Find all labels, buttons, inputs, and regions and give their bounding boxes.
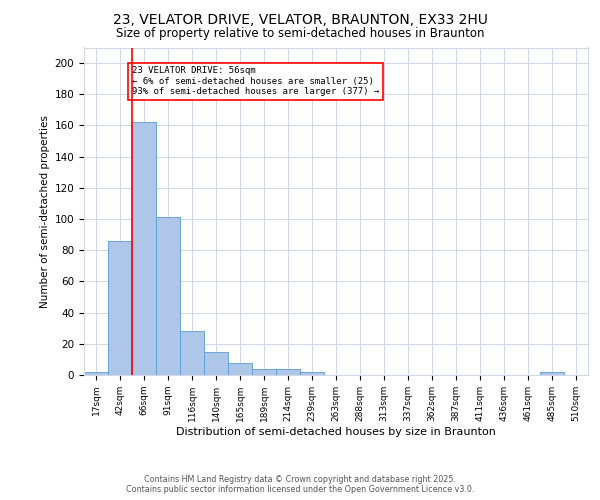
Bar — [252, 369, 276, 375]
Bar — [180, 332, 204, 375]
Text: 23, VELATOR DRIVE, VELATOR, BRAUNTON, EX33 2HU: 23, VELATOR DRIVE, VELATOR, BRAUNTON, EX… — [113, 12, 487, 26]
Bar — [204, 352, 228, 375]
Bar — [540, 372, 564, 375]
Bar — [156, 218, 180, 375]
Bar — [132, 122, 156, 375]
Bar — [108, 241, 132, 375]
Y-axis label: Number of semi-detached properties: Number of semi-detached properties — [40, 115, 50, 308]
Bar — [84, 372, 108, 375]
Bar — [300, 372, 324, 375]
Bar — [276, 369, 300, 375]
Text: Contains HM Land Registry data © Crown copyright and database right 2025.
Contai: Contains HM Land Registry data © Crown c… — [126, 474, 474, 494]
Bar — [228, 362, 252, 375]
X-axis label: Distribution of semi-detached houses by size in Braunton: Distribution of semi-detached houses by … — [176, 426, 496, 436]
Text: Size of property relative to semi-detached houses in Braunton: Size of property relative to semi-detach… — [116, 28, 484, 40]
Text: 23 VELATOR DRIVE: 56sqm
← 6% of semi-detached houses are smaller (25)
93% of sem: 23 VELATOR DRIVE: 56sqm ← 6% of semi-det… — [132, 66, 379, 96]
